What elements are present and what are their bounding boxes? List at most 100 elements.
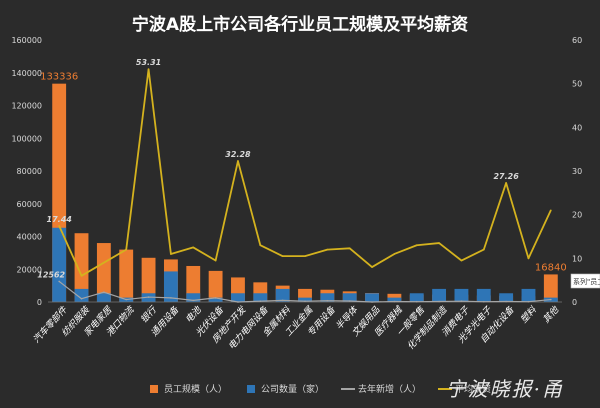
company-bar [476,288,491,302]
company-bar [342,293,357,302]
avg-salary-line-point [80,275,83,277]
avg-salary-line-point [505,182,507,184]
new-hires-line-point [460,300,463,302]
new-hires-line-point [348,300,351,302]
new-hires-line-point [304,300,306,302]
staff-bar [119,249,134,302]
company-bar [320,293,335,302]
category-label: 其他 [541,304,562,325]
legend-swatch [247,385,255,393]
new-hires-line-point [147,296,150,298]
category-label: 汽车零部件 [31,304,70,346]
chart-title: 宁波A股上市公司各行业员工规模及平均薪资 [132,14,468,35]
bars-layer [48,83,562,303]
data-label: 16840 [535,262,567,273]
legend-swatch [150,385,158,393]
left-tick-label: 100000 [11,134,42,143]
new-hires-line-point [438,300,440,303]
company-bar [432,288,447,302]
avg-salary-line-point [214,259,217,262]
right-axis: 0 10 20 30 40 50 60 [572,36,582,307]
staff-bar [141,257,156,302]
company-bar [96,293,111,302]
avg-salary-line-point [348,247,351,250]
new-hires-line-point [103,291,105,293]
legend-label: 公司数量（家） [261,383,324,395]
lines-layer [58,68,552,303]
right-tick-label: 10 [572,254,582,263]
category-label: 银行 [139,303,161,325]
staff-bar [543,274,558,302]
new-hires-line-point [237,301,239,303]
category-label: 塑料 [518,304,539,325]
left-tick-label: 80000 [17,167,42,176]
left-tick-label: 40000 [17,233,42,242]
right-tick-label: 0 [572,298,577,307]
new-hires-line-point [371,301,373,303]
legend: 员工规模（人） 公司数量（家） 去年新增（人） 平均薪资 [150,383,491,395]
new-hires-line-point [170,297,172,299]
avg-salary-line-point [550,209,552,212]
avg-salary-line-point [58,225,60,227]
left-tick-label: 20000 [17,265,42,274]
legend-label: 去年新增（人） [358,383,421,395]
data-label: 17.44 [47,215,73,224]
company-bar [365,293,379,302]
legend-label: 平均薪资 [455,383,491,395]
avg-salary-line-point [438,242,440,244]
avg-salary-line-point [147,68,150,71]
category-label: 电池 [183,304,204,325]
company-bar [74,288,89,302]
avg-salary-line-point [393,253,396,255]
new-hires-line-point [259,300,262,302]
avg-salary-line-point [415,244,418,247]
avg-salary-line-point [259,244,262,247]
company-bar [52,227,67,302]
avg-salary-line-point [103,261,105,264]
data-label: 133336 [40,72,78,83]
data-label: 32.28 [225,150,251,159]
left-tick-label: 140000 [11,69,42,78]
avg-salary-line-point [125,248,128,251]
left-axis: 0 20000 40000 60000 80000 100000 120000 140000 1… [11,36,42,307]
company-bar [186,293,201,302]
right-tick-label: 30 [572,167,582,176]
avg-salary-line-point [460,259,463,262]
new-hires-line-point [80,297,83,300]
new-hires-line-point [326,299,329,302]
new-hires-line-point [58,280,60,283]
left-tick-label: 0 [37,298,42,307]
data-label: 53.31 [136,58,161,67]
staff-bar [186,265,201,302]
company-bar [208,297,223,302]
data-labels-layer: 133336 16840 12562 17.44 53.31 32.28 27.26 [37,58,566,279]
new-hires-line-point [550,298,552,301]
legend-label: 员工规模（人） [164,384,227,395]
avg-salary-line-point [237,160,239,162]
company-bar [298,297,312,302]
company-bar [387,297,402,302]
right-tick-label: 40 [572,123,582,132]
right-tick-label: 20 [572,211,582,220]
company-bar [454,288,469,302]
new-hires-line-point [125,298,128,301]
new-hires-line-point [415,300,418,303]
right-tick-label: 50 [572,80,582,89]
staff-bar [74,233,89,302]
company-bar [163,271,178,302]
company-bar [409,293,424,302]
staff-bar [96,243,111,302]
data-label: 27.26 [493,172,519,181]
avg-salary-line-point [170,253,172,255]
new-hires-line-point [527,300,530,303]
avg-salary-line-point [192,246,195,249]
tooltip-box [570,273,600,289]
tooltip-text: 系列"员工 [573,277,600,286]
company-bar [499,293,514,302]
left-tick-label: 120000 [11,102,42,111]
left-tick-label: 60000 [17,200,42,209]
left-tick-label: 160000 [11,36,42,45]
right-tick-label: 60 [572,36,582,45]
